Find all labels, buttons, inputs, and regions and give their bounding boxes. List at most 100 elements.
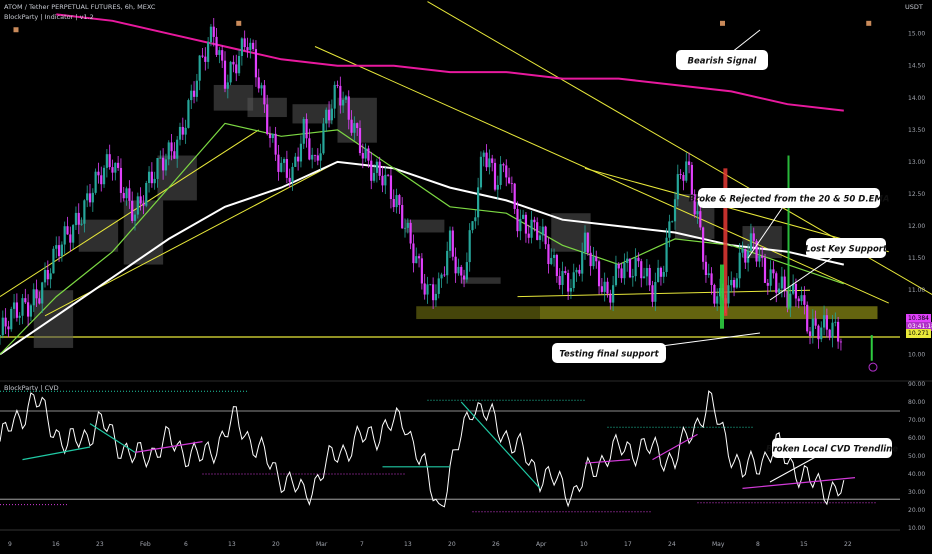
candle-body: [803, 295, 805, 305]
candle-body: [218, 50, 220, 55]
candle-body: [784, 277, 786, 291]
candle-body: [156, 158, 158, 179]
candle-body: [477, 187, 479, 217]
candle-body: [817, 326, 819, 340]
callout-label: Bearish Signal: [688, 57, 758, 67]
candle-body: [331, 109, 333, 121]
candle-body: [162, 158, 164, 171]
candle-body: [277, 155, 279, 172]
candle-body: [561, 271, 563, 285]
candle-body: [348, 96, 350, 119]
candle-body: [553, 255, 555, 258]
cvd-tick-label: 60.00: [908, 435, 925, 442]
candle-body: [590, 253, 592, 266]
candle-body: [457, 267, 459, 273]
candle-body: [449, 231, 451, 251]
candle-body: [275, 134, 277, 155]
candle-body: [173, 151, 175, 159]
candle-body: [412, 243, 414, 263]
candle-body: [741, 249, 743, 253]
candle-body: [280, 163, 282, 172]
candle-body: [545, 227, 547, 245]
candle-body: [283, 159, 285, 163]
candle-body: [789, 294, 791, 308]
candle-body: [55, 245, 57, 249]
candle-body: [491, 158, 493, 163]
candle-body: [373, 173, 375, 181]
candle-body: [502, 164, 504, 165]
candle-body: [767, 283, 769, 286]
candle-body: [525, 215, 527, 234]
candle-body: [812, 319, 814, 336]
candle-body: [7, 326, 9, 329]
candle-body: [294, 157, 296, 167]
candle-body: [61, 245, 63, 257]
candle-body: [210, 27, 212, 42]
candle-body: [21, 298, 23, 316]
x-tick-label: 9: [8, 541, 12, 548]
x-tick-label: 26: [492, 541, 500, 548]
candle-body: [305, 119, 307, 138]
candle-body: [69, 234, 71, 242]
x-tick-label: 8: [756, 541, 760, 548]
candle-body: [820, 328, 822, 340]
candle-body: [542, 227, 544, 236]
candle-body: [179, 127, 181, 140]
candle-body: [806, 305, 808, 332]
candle-body: [303, 119, 305, 144]
candle-body: [663, 272, 665, 277]
candle-body: [432, 284, 434, 300]
candle-body: [744, 249, 746, 263]
candle-body: [339, 86, 341, 106]
candle-body: [629, 259, 631, 278]
candle-body: [671, 221, 673, 222]
candle-body: [131, 201, 133, 221]
candle-body: [224, 61, 226, 89]
callout-label: Testing final support: [559, 350, 659, 360]
candle-body: [252, 43, 254, 49]
candle-body: [387, 175, 389, 176]
candle-body: [204, 57, 206, 62]
candle-body: [840, 342, 842, 343]
cvd-tick-label: 30.00: [908, 489, 925, 496]
candle-body: [800, 295, 802, 301]
candle-body: [47, 270, 49, 279]
candle-body: [567, 273, 569, 292]
candle-body: [235, 64, 237, 73]
candle-body: [272, 134, 274, 138]
support-price-tag: 10.271: [906, 329, 931, 338]
candle-body: [539, 235, 541, 240]
candle-body: [145, 183, 147, 206]
candle-body: [559, 276, 561, 285]
candle-body: [185, 128, 187, 135]
price-tick-label: 10.00: [908, 351, 925, 358]
candle-body: [455, 257, 457, 274]
callout-label: Broke & Rejected from the 20 & 50 D.EMA: [689, 195, 890, 205]
candle-body: [834, 322, 836, 323]
candle-body: [24, 298, 26, 302]
candle-body: [443, 275, 445, 276]
candle-body: [815, 319, 817, 326]
candle-body: [469, 230, 471, 262]
x-tick-label: 22: [844, 541, 852, 548]
candle-body: [424, 283, 426, 294]
candle-body: [238, 56, 240, 73]
candle-body: [92, 193, 94, 202]
candle-body: [668, 221, 670, 237]
cvd-tick-label: 40.00: [908, 471, 925, 478]
candle-body: [516, 209, 518, 231]
x-tick-label: 20: [272, 541, 280, 548]
candle-body: [66, 226, 68, 234]
candle-body: [362, 153, 364, 159]
candle-body: [100, 175, 102, 184]
cvd-tick-label: 80.00: [908, 399, 925, 406]
candle-body: [86, 193, 88, 200]
candle-body: [317, 155, 319, 160]
x-tick-label: 24: [668, 541, 676, 548]
candle-body: [193, 91, 195, 97]
candle-body: [435, 294, 437, 300]
candle-body: [474, 217, 476, 221]
candle-body: [578, 270, 580, 274]
candle-body: [505, 165, 507, 177]
candle-body: [592, 257, 594, 267]
